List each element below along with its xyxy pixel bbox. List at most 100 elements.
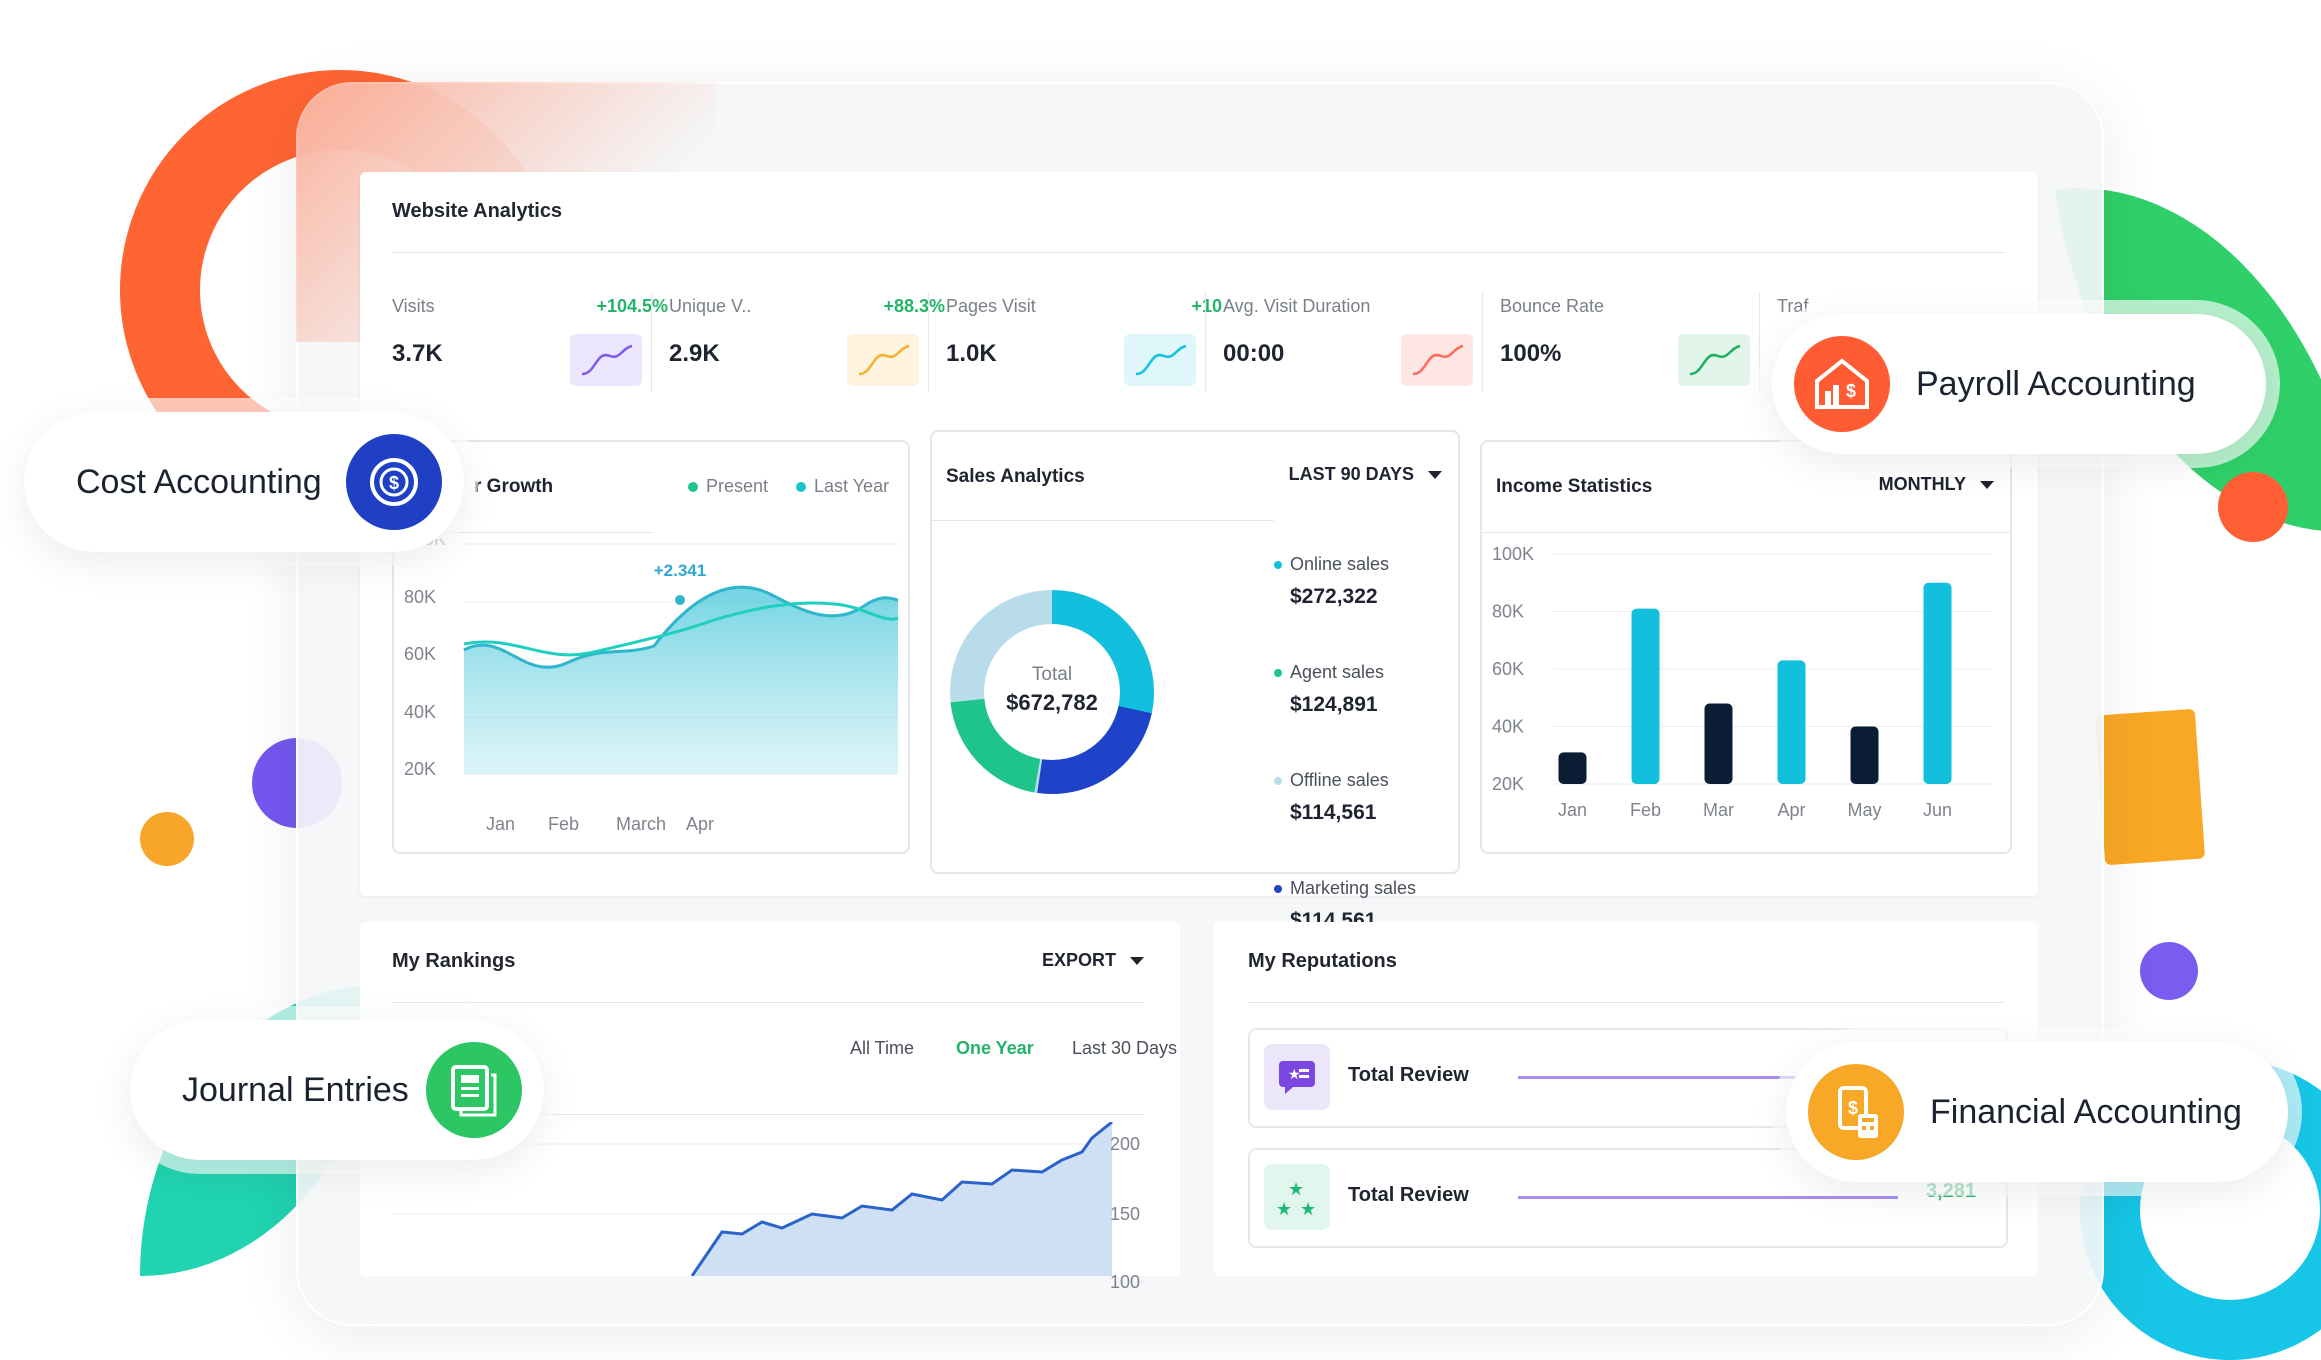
bar-jan bbox=[1558, 752, 1587, 784]
income-statistics-card: Income Statistics MONTHLY 100K 80K 60K 40K 2… bbox=[1480, 440, 2012, 854]
stat-item: Visits +104.5% 3.7K bbox=[392, 296, 668, 406]
sales-item-value: $114,561 bbox=[1290, 801, 1377, 824]
review-icon: ★ bbox=[1264, 1044, 1330, 1110]
legend-dot bbox=[688, 482, 698, 493]
chevron-down-icon bbox=[1980, 481, 1994, 490]
reputation-row: ★ Total Review bbox=[1248, 1028, 2008, 1128]
annotation-point bbox=[673, 593, 687, 607]
reputation-label: Total Review bbox=[1348, 1184, 1469, 1206]
reputation-value: 3,281 bbox=[1925, 1180, 1976, 1202]
my-reputations-title: My Reputations bbox=[1248, 950, 1397, 972]
x-tick-label: Jun bbox=[1923, 800, 1952, 820]
income-filter-dropdown[interactable]: MONTHLY bbox=[1879, 474, 1994, 495]
tab-one-year[interactable]: One Year bbox=[956, 1038, 1034, 1058]
x-tick-label: Apr bbox=[686, 814, 715, 834]
divider bbox=[1482, 292, 1483, 392]
y-tick-label: 40K bbox=[1492, 717, 1524, 737]
divider bbox=[932, 520, 1274, 521]
bar-feb bbox=[1631, 608, 1660, 784]
svg-text:★: ★ bbox=[1288, 1066, 1301, 1082]
sparkline-icon bbox=[1124, 334, 1196, 386]
sales-item-name: Marketing sales bbox=[1290, 878, 1417, 898]
chevron-down-icon bbox=[1130, 957, 1144, 966]
stat-value: 100% bbox=[1500, 340, 1562, 367]
x-tick-label: Feb bbox=[1630, 800, 1661, 820]
annotation-label: +2.341 bbox=[654, 561, 706, 580]
legend-present: Present bbox=[688, 476, 768, 497]
last-year-line bbox=[463, 601, 899, 657]
sales-item-name: Agent sales bbox=[1290, 662, 1385, 682]
sales-legend-item: Offline sales $114,561 bbox=[1274, 770, 1389, 825]
coin-target-icon: $ bbox=[346, 434, 442, 530]
chat-star-icon: ★ bbox=[1279, 1061, 1315, 1094]
my-rankings-title: My Rankings bbox=[392, 950, 516, 972]
stat-label: Visits bbox=[392, 296, 435, 316]
legend-last-year-label: Last Year bbox=[814, 476, 890, 496]
y-tick-label: 60K bbox=[404, 644, 437, 664]
stat-label: Traf bbox=[1777, 296, 1809, 316]
stat-label: Bounce Rate bbox=[1500, 296, 1605, 316]
user-growth-chart: +2.341 bbox=[463, 543, 899, 775]
rankings-area bbox=[692, 1122, 1112, 1276]
donut-total-value: $672,782 bbox=[1006, 690, 1098, 715]
svg-text:$: $ bbox=[1848, 1098, 1858, 1118]
y-tick-label: 20K bbox=[404, 759, 437, 779]
legend-dot bbox=[1274, 669, 1282, 678]
y-tick-label: 60K bbox=[1492, 659, 1524, 679]
stat-change: +104.5% bbox=[596, 296, 668, 316]
rankings-line bbox=[690, 1122, 1113, 1276]
bar-jun bbox=[1923, 582, 1952, 784]
y-tick-label: 100 bbox=[1110, 1272, 1141, 1292]
divider bbox=[651, 292, 652, 392]
stat-value: 1.0K bbox=[946, 340, 997, 367]
house-dollar-icon: $ bbox=[1794, 336, 1890, 432]
reputation-label: Total Review bbox=[1348, 1064, 1469, 1086]
payroll-accounting-pill[interactable]: $ Payroll Accounting bbox=[1772, 314, 2266, 454]
tab-last-30-days[interactable]: Last 30 Days bbox=[1072, 1038, 1178, 1058]
svg-text:$: $ bbox=[1846, 381, 1856, 401]
bar-may bbox=[1850, 726, 1879, 784]
stat-change: +88.3% bbox=[883, 296, 945, 316]
legend-dot bbox=[1274, 777, 1282, 786]
stat-label: Pages Visit bbox=[946, 296, 1036, 316]
decorative-yellow-dot bbox=[140, 812, 194, 866]
export-label: EXPORT bbox=[1041, 950, 1116, 970]
sales-analytics-title: Sales Analytics bbox=[946, 466, 1085, 487]
cost-accounting-pill[interactable]: Cost Accounting $ bbox=[24, 412, 464, 552]
income-statistics-title: Income Statistics bbox=[1496, 476, 1653, 497]
income-filter-label: MONTHLY bbox=[1878, 474, 1966, 494]
decorative-orange-dot bbox=[2218, 472, 2288, 542]
journal-entries-pill[interactable]: Journal Entries bbox=[130, 1020, 544, 1160]
sales-item-value: $272,322 bbox=[1290, 585, 1378, 608]
sales-filter-dropdown[interactable]: LAST 90 DAYS bbox=[1289, 464, 1442, 485]
divider bbox=[392, 1002, 1144, 1003]
x-tick-label: Jan bbox=[486, 814, 516, 834]
legend-dot bbox=[1274, 885, 1282, 894]
stat-label: Unique V.. bbox=[669, 296, 752, 316]
three-stars-icon: ★★ ★ bbox=[1276, 1179, 1316, 1217]
divider bbox=[1482, 532, 2010, 533]
present-line bbox=[463, 585, 899, 669]
y-tick-label: 20K bbox=[1492, 774, 1524, 794]
stat-change: +10 bbox=[1191, 296, 1222, 316]
x-tick-label: Jan bbox=[1558, 800, 1587, 820]
y-tick-label: 40K bbox=[404, 702, 437, 722]
tab-all-time[interactable]: All Time bbox=[850, 1038, 915, 1058]
export-dropdown[interactable]: EXPORT bbox=[1042, 950, 1144, 971]
x-tick-label: March bbox=[616, 814, 667, 834]
legend-last-year: Last Year bbox=[796, 476, 889, 497]
financial-accounting-pill[interactable]: $ Financial Accounting bbox=[1786, 1042, 2288, 1182]
sales-legend-item: Agent sales $124,891 bbox=[1274, 662, 1384, 717]
user-growth-card: r Growth Present Last Year bbox=[392, 440, 910, 854]
financial-accounting-label: Financial Accounting bbox=[1930, 1092, 2242, 1131]
sparkline-icon bbox=[1401, 334, 1473, 386]
stat-item: Unique V.. +88.3% 2.9K bbox=[669, 296, 945, 406]
divider bbox=[1759, 292, 1760, 392]
stat-value: 2.9K bbox=[669, 340, 720, 367]
website-analytics-title: Website Analytics bbox=[392, 200, 563, 222]
income-bar-chart: 100K 80K 60K 40K 20K Jan Feb Mar Apr May Jun bbox=[1492, 544, 1992, 820]
chevron-down-icon bbox=[1428, 471, 1442, 480]
sales-donut-chart bbox=[950, 590, 1154, 794]
journal-entries-label: Journal Entries bbox=[182, 1070, 409, 1109]
bar-mar bbox=[1704, 703, 1733, 784]
